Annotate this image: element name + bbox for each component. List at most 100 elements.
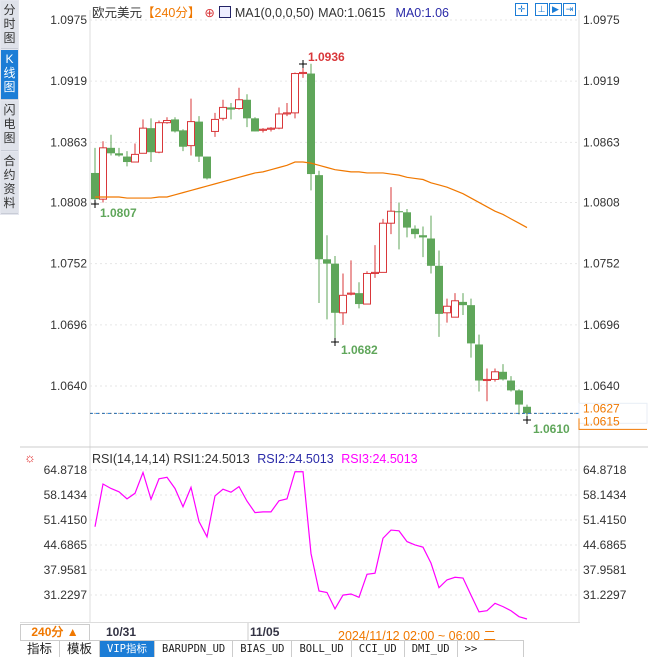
- indicator-chart-icon[interactable]: [218, 6, 231, 18]
- candle-body-down: [123, 156, 131, 163]
- rsi-tick-left: 51.4150: [44, 513, 88, 527]
- candle-body-down: [507, 380, 515, 391]
- price-tick-left: 1.0808: [50, 195, 87, 209]
- tab-dmi[interactable]: DMI_UD: [404, 641, 458, 657]
- rsi-header: RSI(14,14,14) RSI1:24.5013 RSI2:24.5013 …: [92, 452, 418, 466]
- tab-barupdn[interactable]: BARUPDN_UD: [155, 641, 234, 657]
- low-label: 1.0682: [341, 343, 378, 357]
- candle-body-up: [275, 113, 283, 129]
- sidebar-item-timeshare[interactable]: 分时图: [1, 1, 18, 49]
- rsi-tick-right: 64.8718: [583, 463, 627, 477]
- rsi-tick-left: 64.8718: [44, 463, 88, 477]
- price-tick-left: 1.0975: [50, 13, 87, 27]
- candle-body-up: [139, 127, 147, 154]
- candle-body-down: [107, 147, 115, 154]
- candle-body-down: [171, 119, 179, 132]
- last-price-label: 1.0615: [583, 414, 620, 428]
- prev-price-label: 1.0627: [583, 401, 620, 415]
- crosshair-icon[interactable]: ✛: [515, 3, 528, 16]
- tab-boll[interactable]: BOLL_UD: [292, 641, 352, 657]
- candle-body-up: [131, 153, 139, 163]
- candle-body-up: [99, 147, 107, 200]
- tab-indicators[interactable]: 指标: [20, 641, 61, 657]
- candle-body-up: [299, 71, 307, 75]
- high-label: 1.0936: [308, 50, 345, 64]
- candle-body-down: [243, 99, 251, 119]
- candle-body-down: [115, 153, 123, 156]
- rsi-settings-icon[interactable]: ☼: [24, 450, 36, 465]
- ma-line: [95, 161, 528, 229]
- sidebar-item-kline[interactable]: K线图: [1, 50, 18, 100]
- tab-more[interactable]: >>: [457, 641, 524, 657]
- sidebar-item-flash[interactable]: 闪电图: [1, 101, 18, 151]
- tab-templates[interactable]: 模板: [60, 641, 101, 657]
- candle-body-up: [483, 378, 491, 382]
- add-icon[interactable]: ⊕: [204, 6, 215, 20]
- price-tick-left: 1.0640: [50, 379, 87, 393]
- ma0-value: MA0:1.0615: [318, 6, 386, 20]
- price-tick-right: 1.0696: [583, 318, 620, 332]
- price-tick-left: 1.0919: [50, 74, 87, 88]
- rsi-label: RSI(14,14,14): [92, 452, 170, 466]
- candle-body-up: [283, 112, 291, 115]
- rsi-tick-left: 58.1434: [44, 488, 88, 502]
- candle-body-down: [515, 390, 523, 405]
- candle-body-down: [179, 130, 187, 147]
- extreme-marker: [523, 416, 531, 424]
- rsi-tick-left: 37.9581: [44, 563, 88, 577]
- candle-body-down: [227, 107, 235, 110]
- candle-body-down: [435, 265, 443, 314]
- price-tick-left: 1.0863: [50, 135, 87, 149]
- low-label: 1.0807: [100, 206, 137, 220]
- extreme-marker: [299, 60, 307, 68]
- price-tick-right: 1.0919: [583, 74, 620, 88]
- sidebar-item-contract-info[interactable]: 合约资料: [1, 152, 18, 214]
- candle-body-up: [339, 294, 347, 314]
- rsi1-value: RSI1:24.5013: [173, 452, 250, 466]
- candle-body-up: [259, 128, 267, 131]
- rsi-line: [94, 470, 528, 620]
- tab-vip-indicators[interactable]: VIP指标: [100, 641, 155, 657]
- candle-body-up: [267, 127, 275, 130]
- candle-body-down: [91, 172, 99, 200]
- extreme-marker: [331, 338, 339, 346]
- tab-cci[interactable]: CCI_UD: [351, 641, 405, 657]
- rsi-tick-right: 58.1434: [583, 488, 627, 502]
- exit-icon[interactable]: ⇥: [563, 3, 576, 16]
- rsi2-value: RSI2:24.5013: [257, 452, 334, 466]
- candle-body-down: [411, 228, 419, 235]
- tab-bias[interactable]: BIAS_UD: [233, 641, 293, 657]
- candle-body-down: [403, 212, 411, 228]
- price-tick-right: 1.0808: [583, 195, 620, 209]
- indicator-tabs: 指标 模板 VIP指标 BARUPDN_UD BIAS_UD BOLL_UD C…: [20, 640, 524, 657]
- price-tick-right: 1.0975: [583, 13, 620, 27]
- period-button[interactable]: 240分 ▲: [20, 624, 90, 641]
- low-label: 1.0610: [533, 422, 570, 436]
- candle-body-down: [395, 211, 403, 213]
- price-box: [578, 402, 648, 424]
- candle-body-up: [451, 300, 459, 318]
- candle-body-down: [459, 301, 467, 306]
- candle-body-down: [307, 73, 315, 175]
- date-label: 11/05: [250, 625, 280, 639]
- candle-body-down: [315, 175, 323, 260]
- range-icon[interactable]: ⊥: [535, 3, 548, 16]
- price-tick-right: 1.0863: [583, 135, 620, 149]
- rsi-tick-right: 51.4150: [583, 513, 627, 527]
- candle-body-down: [251, 118, 259, 132]
- rsi-tick-left: 31.2297: [44, 588, 88, 602]
- candle-body-up: [291, 73, 299, 114]
- candle-body-down: [147, 128, 155, 153]
- price-tick-right: 1.0752: [583, 257, 620, 271]
- candle-body-down: [419, 235, 427, 238]
- candle-body-down: [203, 156, 211, 179]
- candle-body-down: [523, 406, 531, 414]
- candle-body-up: [347, 292, 355, 295]
- candle-body-down: [355, 293, 363, 305]
- chart-header: 欧元美元【240分】 ⊕ MA1(0,0,0,50) MA0:1.0615 MA0:1.…: [92, 2, 453, 20]
- ma-label: MA1(0,0,0,50): [234, 6, 315, 20]
- time-axis: 240分 ▲ 10/31 11/05 2024/11/12 02:00 ~ 06…: [20, 622, 580, 643]
- zoom-in-icon[interactable]: ▶: [549, 3, 562, 16]
- period-label: 【240分】: [142, 6, 201, 20]
